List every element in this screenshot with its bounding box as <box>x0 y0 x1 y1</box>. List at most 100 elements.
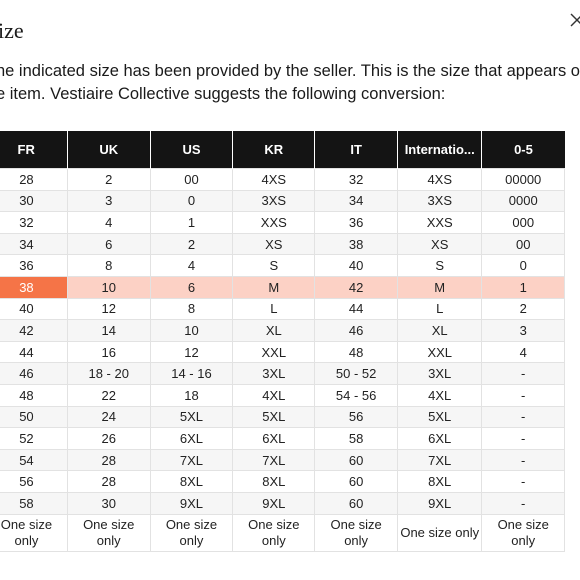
table-cell: 4XL <box>232 383 316 407</box>
table-cell: 48 <box>0 383 68 407</box>
table-row: 40 12 8 L 44 L 2 <box>0 297 565 321</box>
table-cell: L <box>397 297 483 321</box>
table-cell: 5XL <box>149 405 234 429</box>
table-cell: 36 <box>314 211 399 234</box>
table-cell: 00 <box>481 232 565 256</box>
table-row: 34 6 2 XS 38 XS 00 <box>0 232 565 256</box>
close-icon[interactable] <box>569 12 580 28</box>
size-conversion-table: FR UK US KR IT Internatio... 0-5 28 2 00 4XS 32 4XS… <box>0 131 565 552</box>
table-cell: 22 <box>66 383 151 407</box>
table-cell: 28 <box>0 168 68 191</box>
table-cell: 18 <box>149 383 234 407</box>
table-cell: - <box>481 470 565 493</box>
table-header-row: FR UK US KR IT Internatio... 0-5 <box>0 131 565 169</box>
table-row: 28 2 00 4XS 32 4XS 00000 <box>0 168 565 191</box>
table-cell: 38 <box>0 275 68 299</box>
table-cell: 0 <box>149 189 234 213</box>
table-cell: 3XL <box>397 362 483 385</box>
table-cell: M <box>232 275 316 299</box>
table-cell: M <box>397 275 483 299</box>
table-cell: 9XL <box>232 491 316 515</box>
table-cell: XXL <box>397 340 483 364</box>
table-cell: 26 <box>66 427 151 450</box>
table-row: 30 3 0 3XS 34 3XS 0000 <box>0 189 565 213</box>
table-cell: 1 <box>481 275 565 299</box>
table-cell: L <box>232 297 316 321</box>
table-row: 38 10 6 M 42 M 1 <box>0 275 565 299</box>
table-cell: XL <box>232 319 316 342</box>
table-cell: - <box>481 383 565 407</box>
table-cell: 10 <box>66 275 151 299</box>
description-line: e item. Vestiaire Collective suggests th… <box>0 85 446 103</box>
table-cell: 30 <box>0 189 68 213</box>
table-cell: - <box>481 362 565 385</box>
table-cell: 46 <box>0 362 68 385</box>
table-cell: 12 <box>149 340 234 364</box>
table-cell: - <box>481 491 565 515</box>
table-cell: 2 <box>66 168 151 191</box>
table-row: 32 4 1 XXS 36 XXS 000 <box>0 211 565 234</box>
table-cell: 6 <box>66 232 151 256</box>
table-cell: 00 <box>149 168 234 191</box>
table-row: 42 14 10 XL 46 XL 3 <box>0 319 565 342</box>
table-cell: S <box>232 254 316 277</box>
table-cell: 56 <box>314 405 399 429</box>
table-cell: 40 <box>0 297 68 321</box>
table-cell: 4 <box>481 340 565 364</box>
table-cell: 18 - 20 <box>66 362 151 385</box>
table-cell: 4 <box>66 211 151 234</box>
table-cell: 1 <box>149 211 234 234</box>
table-cell: 6XL <box>232 427 316 450</box>
table-cell: 5XL <box>397 405 483 429</box>
table-cell: 36 <box>0 254 68 277</box>
table-cell: 00000 <box>481 168 565 191</box>
table-cell: 6XL <box>397 427 483 450</box>
table-cell: 7XL <box>149 448 234 472</box>
column-header: FR <box>0 131 68 169</box>
table-cell: 42 <box>314 275 399 299</box>
table-cell: 48 <box>314 340 399 364</box>
table-cell: 50 - 52 <box>314 362 399 385</box>
table-cell: 44 <box>0 340 68 364</box>
table-cell: 7XL <box>397 448 483 472</box>
table-cell: - <box>481 405 565 429</box>
table-cell: - <box>481 427 565 450</box>
table-row: 36 8 4 S 40 S 0 <box>0 254 565 277</box>
table-cell: 0000 <box>481 189 565 213</box>
table-cell: 3XS <box>232 189 316 213</box>
table-row: 52 26 6XL 6XL 58 6XL - <box>0 427 565 450</box>
table-cell: 000 <box>481 211 565 234</box>
table-cell: 32 <box>314 168 399 191</box>
table-cell: 60 <box>314 491 399 515</box>
column-header: 0-5 <box>481 131 565 169</box>
column-header: UK <box>66 131 151 169</box>
table-row: 56 28 8XL 8XL 60 8XL - <box>0 470 565 493</box>
table-cell: 54 <box>0 448 68 472</box>
table-cell: 14 <box>66 319 151 342</box>
table-row: 58 30 9XL 9XL 60 9XL - <box>0 491 565 515</box>
table-cell: 4XS <box>397 168 483 191</box>
table-cell: XXL <box>232 340 316 364</box>
column-header: US <box>149 131 233 169</box>
table-cell: 2 <box>481 297 565 321</box>
table-row: 54 28 7XL 7XL 60 7XL - <box>0 448 565 472</box>
table-cell: 44 <box>314 297 399 321</box>
table-cell: 50 <box>0 405 68 429</box>
table-cell: 6XL <box>149 427 234 450</box>
table-cell: 34 <box>314 189 399 213</box>
table-cell: 32 <box>0 211 68 234</box>
column-header: KR <box>232 131 315 169</box>
table-cell: 8 <box>66 254 151 277</box>
table-cell: 4XL <box>397 383 483 407</box>
table-cell: 5XL <box>232 405 316 429</box>
table-cell: XS <box>397 232 483 256</box>
table-cell: 4XS <box>232 168 316 191</box>
table-cell: 16 <box>66 340 151 364</box>
table-cell: XL <box>397 319 483 342</box>
modal-title: ize <box>0 18 24 43</box>
table-cell: XXS <box>397 211 483 234</box>
table-cell: 54 - 56 <box>314 383 399 407</box>
table-cell: XS <box>232 232 316 256</box>
table-cell: 8 <box>149 297 234 321</box>
table-cell: 14 - 16 <box>149 362 234 385</box>
